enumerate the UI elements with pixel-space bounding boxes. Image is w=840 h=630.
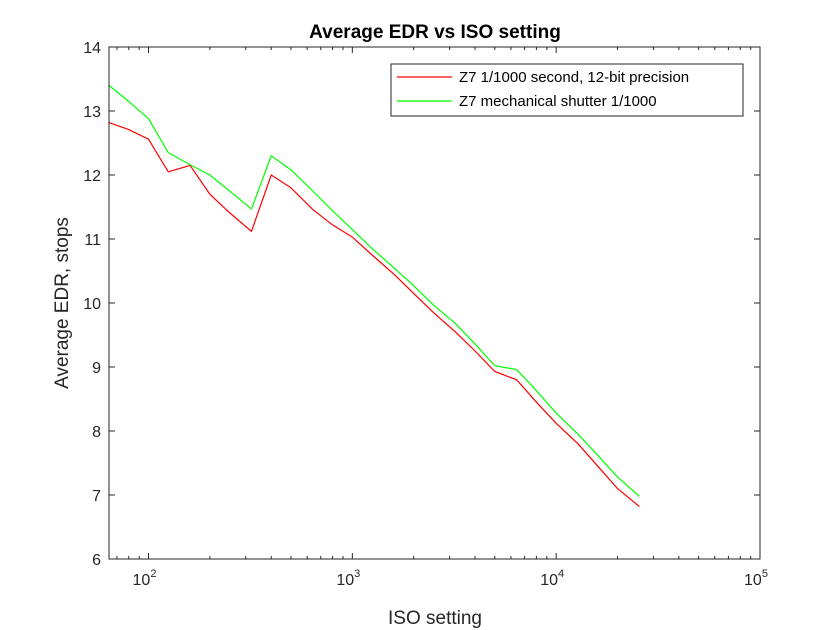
x-tick-label: 102	[133, 568, 157, 589]
x-tick-label: 104	[540, 568, 564, 589]
y-axis-label: Average EDR, stops	[52, 217, 73, 389]
y-tick-label: 7	[92, 488, 101, 505]
y-tick-label: 12	[83, 168, 101, 185]
y-tick-label: 11	[84, 232, 101, 249]
series-line-1	[108, 121, 640, 507]
x-tick-label: 105	[744, 568, 768, 589]
plot-area	[109, 47, 760, 559]
y-tick-label: 13	[83, 104, 101, 121]
legend: Z7 1/1000 second, 12-bit precision Z7 me…	[390, 63, 744, 117]
series-layer	[108, 84, 640, 507]
y-tick-label: 9	[92, 360, 101, 377]
x-tick-label: 103	[336, 568, 360, 589]
legend-box	[390, 63, 744, 117]
legend-label-series-1: Z7 1/1000 second, 12-bit precision	[459, 69, 689, 86]
y-tick-label: 8	[92, 424, 101, 441]
ticks-layer: 6 7 8 9 10 11 12 13 14 102 103 104 105	[83, 40, 768, 589]
chart-title: Average EDR vs ISO setting	[309, 22, 561, 43]
x-axis-label: ISO setting	[388, 608, 482, 629]
y-tick-label: 6	[92, 552, 101, 569]
y-tick-label: 14	[83, 40, 101, 57]
series-line-2	[108, 84, 640, 497]
y-tick-label: 10	[83, 296, 101, 313]
legend-label-series-2: Z7 mechanical shutter 1/1000	[459, 93, 657, 110]
